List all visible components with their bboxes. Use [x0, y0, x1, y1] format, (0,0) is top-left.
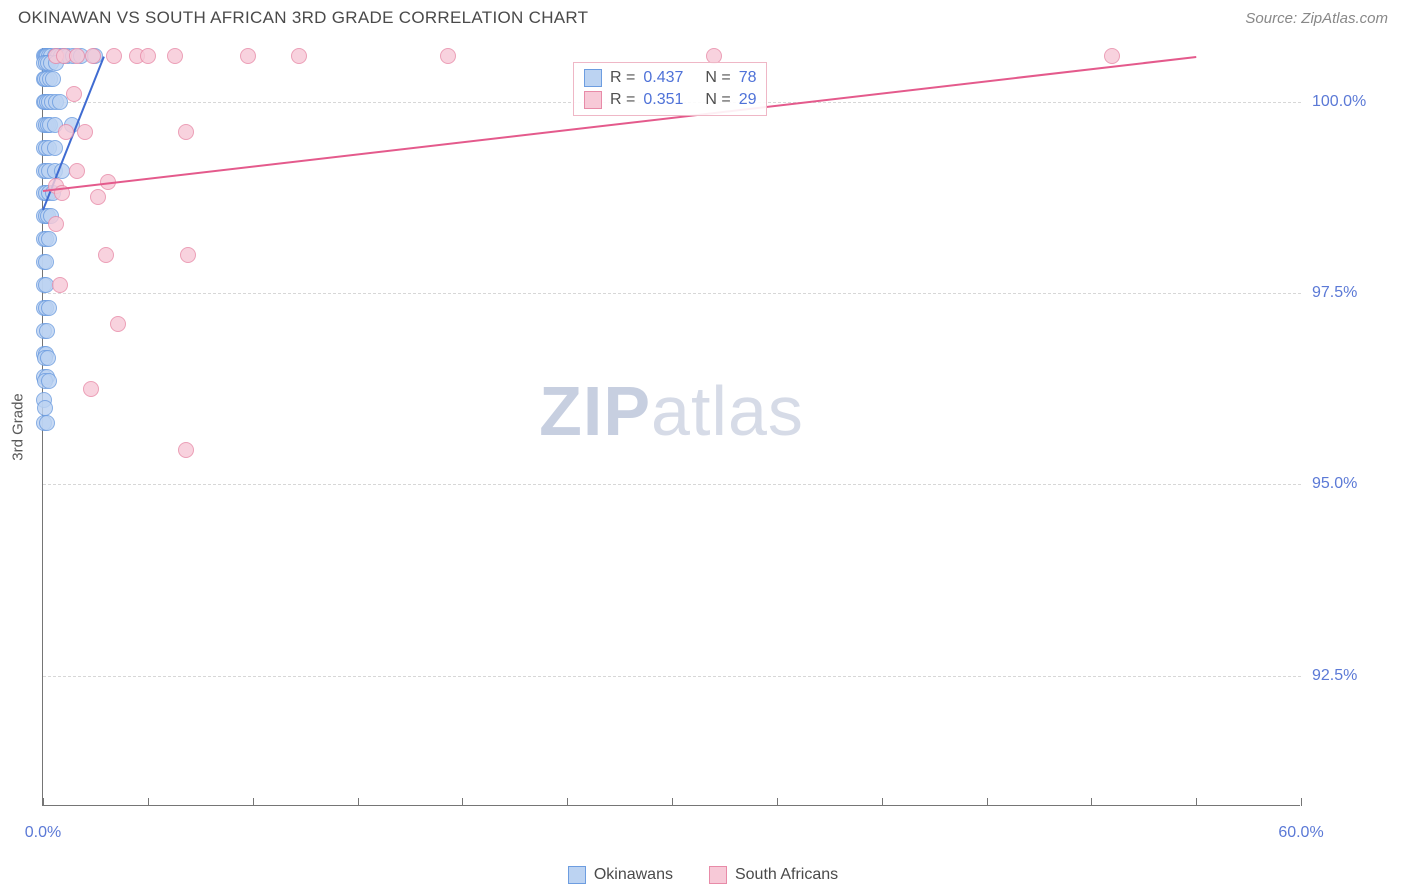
data-point-okinawans	[39, 415, 55, 431]
data-point-south_africans	[69, 48, 85, 64]
data-point-south_africans	[90, 189, 106, 205]
legend-item-south_africans: South Africans	[709, 866, 838, 884]
swatch-south_africans	[584, 91, 602, 109]
data-point-south_africans	[440, 48, 456, 64]
y-axis-label: 3rd Grade	[10, 393, 27, 461]
bottom-legend: Okinawans South Africans	[0, 866, 1406, 884]
legend-swatch-okinawans	[568, 866, 586, 884]
x-tick	[777, 798, 778, 806]
y-tick-label: 92.5%	[1312, 667, 1357, 685]
data-point-okinawans	[41, 231, 57, 247]
source-attribution: Source: ZipAtlas.com	[1245, 10, 1388, 27]
y-tick-label: 97.5%	[1312, 284, 1357, 302]
data-point-south_africans	[52, 277, 68, 293]
y-tick-label: 100.0%	[1312, 93, 1366, 111]
data-point-south_africans	[83, 381, 99, 397]
data-point-south_africans	[178, 442, 194, 458]
data-point-okinawans	[39, 323, 55, 339]
r-value: 0.437	[643, 69, 697, 87]
y-tick-label: 95.0%	[1312, 475, 1357, 493]
x-tick	[1091, 798, 1092, 806]
x-tick	[358, 798, 359, 806]
data-point-okinawans	[45, 71, 61, 87]
legend-swatch-south_africans	[709, 866, 727, 884]
x-tick	[462, 798, 463, 806]
source-name: ZipAtlas.com	[1301, 10, 1388, 27]
legend-label-south_africans: South Africans	[735, 866, 838, 884]
chart-container: ZIPatlas 0.0%60.0%R =0.437N =78R =0.351N…	[42, 48, 1388, 806]
stats-row-south_africans: R = 0.351 N = 29	[584, 89, 756, 111]
data-point-south_africans	[98, 247, 114, 263]
x-tick	[882, 798, 883, 806]
n-value: 78	[739, 69, 757, 87]
x-tick	[567, 798, 568, 806]
stats-row-okinawans: R = 0.437 N = 78	[584, 67, 756, 89]
data-point-south_africans	[291, 48, 307, 64]
data-point-south_africans	[58, 124, 74, 140]
x-tick-label: 60.0%	[1278, 824, 1323, 842]
x-tick	[148, 798, 149, 806]
data-point-south_africans	[69, 163, 85, 179]
data-point-south_africans	[1104, 48, 1120, 64]
data-point-south_africans	[48, 216, 64, 232]
data-point-okinawans	[40, 350, 56, 366]
stats-box: R = 0.437 N = 78 R = 0.351 N = 29	[573, 62, 767, 116]
data-point-south_africans	[110, 316, 126, 332]
n-label: N =	[705, 69, 730, 87]
data-point-south_africans	[85, 48, 101, 64]
x-tick	[253, 798, 254, 806]
r-label: R =	[610, 69, 635, 87]
gridline-h	[43, 676, 1301, 677]
data-point-okinawans	[47, 140, 63, 156]
data-point-south_africans	[66, 86, 82, 102]
gridline-h	[43, 293, 1301, 294]
plot-area: ZIPatlas 0.0%60.0%R =0.437N =78R =0.351N…	[42, 48, 1300, 806]
data-point-okinawans	[41, 300, 57, 316]
data-point-okinawans	[41, 373, 57, 389]
swatch-okinawans	[584, 69, 602, 87]
r-value: 0.351	[643, 91, 697, 109]
n-label: N =	[705, 91, 730, 109]
x-tick	[1301, 798, 1302, 806]
data-point-south_africans	[178, 124, 194, 140]
data-point-south_africans	[167, 48, 183, 64]
data-point-south_africans	[106, 48, 122, 64]
x-tick	[1196, 798, 1197, 806]
r-label: R =	[610, 91, 635, 109]
data-point-okinawans	[38, 254, 54, 270]
data-point-okinawans	[37, 400, 53, 416]
x-tick	[672, 798, 673, 806]
watermark-light: atlas	[651, 372, 804, 450]
chart-title: OKINAWAN VS SOUTH AFRICAN 3RD GRADE CORR…	[18, 8, 588, 28]
x-tick	[43, 798, 44, 806]
data-point-south_africans	[240, 48, 256, 64]
x-tick-label: 0.0%	[25, 824, 61, 842]
source-prefix: Source:	[1245, 10, 1301, 27]
n-value: 29	[739, 91, 757, 109]
legend-label-okinawans: Okinawans	[594, 866, 673, 884]
watermark-bold: ZIP	[539, 372, 651, 450]
watermark: ZIPatlas	[539, 371, 804, 451]
x-tick	[987, 798, 988, 806]
data-point-south_africans	[180, 247, 196, 263]
data-point-south_africans	[77, 124, 93, 140]
gridline-h	[43, 484, 1301, 485]
legend-item-okinawans: Okinawans	[568, 866, 673, 884]
data-point-south_africans	[140, 48, 156, 64]
data-point-okinawans	[52, 94, 68, 110]
